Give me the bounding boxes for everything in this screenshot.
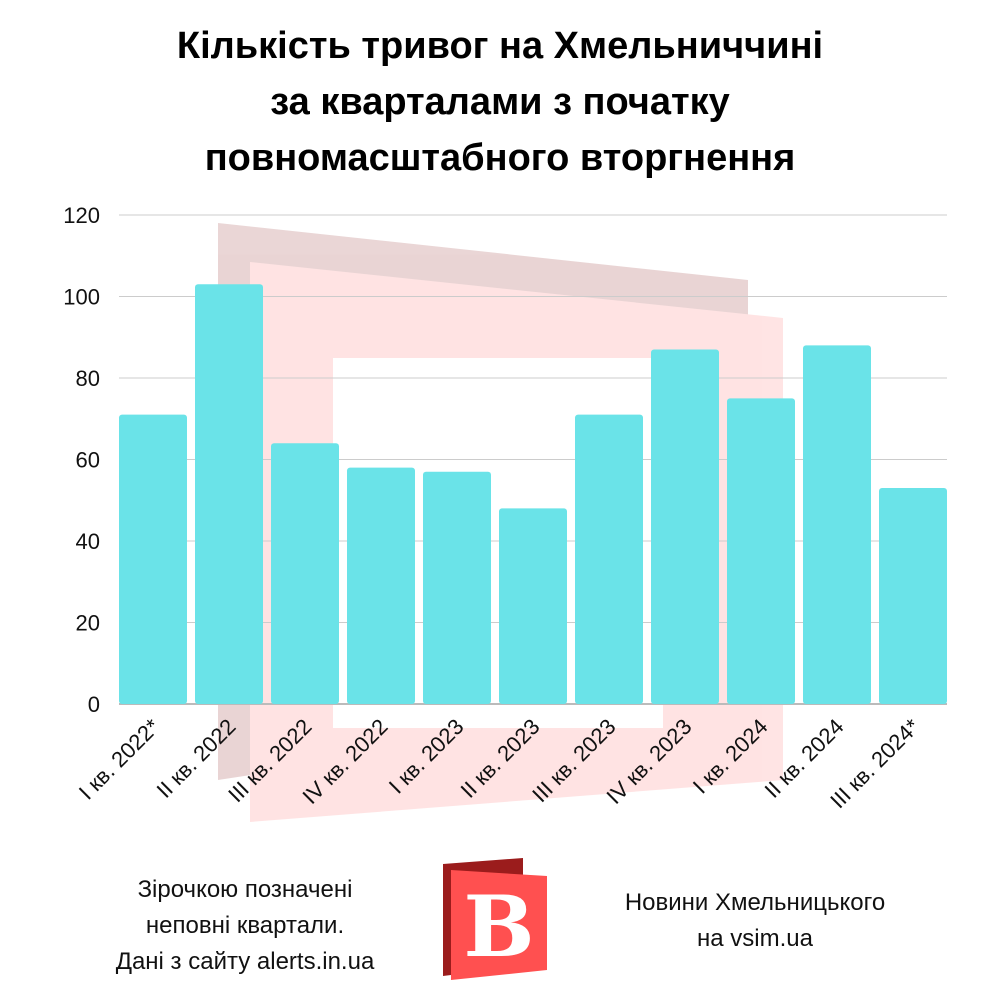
bar <box>803 345 871 704</box>
bar <box>119 414 187 704</box>
y-tick-label: 40 <box>76 529 100 554</box>
bar <box>499 508 567 704</box>
source-line: Новини Хмельницького <box>624 889 886 916</box>
y-tick-label: 80 <box>76 366 100 391</box>
bar <box>271 443 339 704</box>
source-credit: Новини Хмельницького на vsim.ua <box>580 885 930 957</box>
bar <box>727 398 795 704</box>
bar <box>879 488 947 704</box>
bars <box>119 284 947 704</box>
title-line: Кількість тривог на Хмельниччині <box>176 25 824 67</box>
y-tick-label: 120 <box>63 203 100 228</box>
bar <box>195 284 263 704</box>
bar <box>423 471 491 704</box>
bar <box>575 414 643 704</box>
title-line: повномасштабного вторгнення <box>204 137 796 179</box>
x-tick-label: I кв. 2022* <box>74 714 165 805</box>
bar <box>347 467 415 704</box>
footnote-line: неповні квартали. <box>145 912 345 939</box>
source-line: на vsim.ua <box>697 925 813 952</box>
vsim-logo: B <box>443 858 547 980</box>
y-tick-label: 20 <box>76 611 100 636</box>
footnote: Зірочкою позначені неповні квартали. Дан… <box>70 872 420 980</box>
y-tick-label: 0 <box>88 692 100 717</box>
chart-title: Кількість тривог на Хмельниччині за квар… <box>0 18 1000 186</box>
bar <box>651 349 719 704</box>
y-axis-ticks: 0 20 40 60 80 100 120 <box>63 203 100 717</box>
title-line: за кварталами з початку <box>270 81 730 123</box>
y-tick-label: 100 <box>63 285 100 310</box>
y-tick-label: 60 <box>76 448 100 473</box>
footnote-line: Зірочкою позначені <box>137 876 353 903</box>
logo-letter: B <box>464 877 535 976</box>
footnote-line: Дані з сайту alerts.in.ua <box>115 948 375 975</box>
